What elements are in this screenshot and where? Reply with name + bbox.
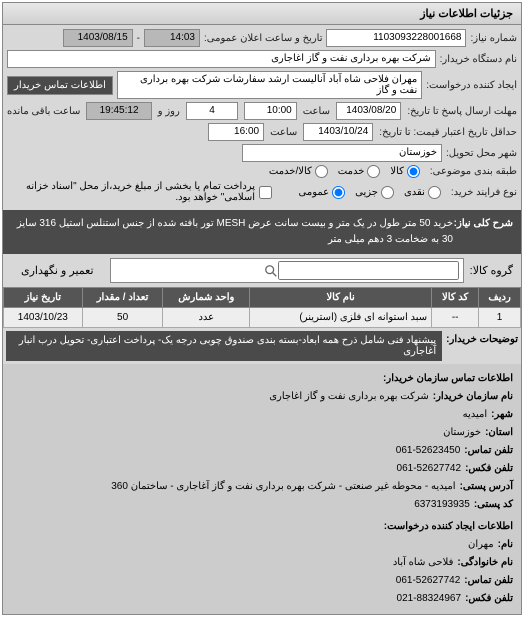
radio-open[interactable]: عمومی	[299, 186, 346, 199]
creator-title: اطلاعات ایجاد کننده درخواست:	[11, 518, 513, 536]
contact-title: اطلاعات تماس سازمان خریدار:	[11, 370, 513, 388]
radio-part[interactable]: جزیی	[355, 186, 394, 199]
addr-v: امیدیه - محوطه غیر صنعتی - شرکت بهره برد…	[111, 478, 455, 496]
radio-open-label: عمومی	[299, 187, 330, 198]
need-details-panel: جزئیات اطلاعات نیاز شماره نیاز: 11030932…	[2, 2, 522, 615]
cell-name: سبد استوانه ای فلزی (استرینر)	[250, 308, 432, 328]
price-hist-label: حداقل تاریخ اعتبار قیمت: تا تاریخ:	[379, 127, 517, 138]
remain-time: 19:45:12	[86, 102, 151, 120]
fam-k: نام خانوادگی:	[457, 554, 513, 572]
deadline-date: 1403/08/20	[336, 102, 401, 120]
city-v: امیدیه	[463, 406, 488, 424]
deadline-label: مهلت ارسال پاسخ تا تاریخ:	[407, 106, 517, 117]
org-k: نام سازمان خریدار:	[433, 388, 513, 406]
group-search-box[interactable]	[110, 258, 464, 283]
pay-type-label: نوع فرایند خرید:	[451, 187, 517, 198]
radio-cash-label: نقدی	[404, 187, 425, 198]
radio-cash[interactable]: نقدی	[404, 186, 441, 199]
cell-idx: 1	[479, 308, 521, 328]
table-row[interactable]: 1 -- سبد استوانه ای فلزی (استرینر) عدد 5…	[4, 308, 521, 328]
desc-label: شرح کلی نیاز:	[461, 216, 513, 248]
need-no-label: شماره نیاز:	[470, 33, 517, 44]
col-row: ردیف	[479, 288, 521, 308]
deadline-time: 10:00	[244, 102, 296, 120]
group-value: تعمیر و نگهداری	[11, 261, 104, 280]
name-v: مهران	[468, 536, 494, 554]
deliver-city-label: شهر محل تحویل:	[446, 148, 517, 159]
fax-k: تلفن فکس:	[465, 460, 513, 478]
col-code: کد کالا	[432, 288, 479, 308]
cfax-v: 021-88324967	[397, 590, 462, 608]
ctel-k: تلفن تماس:	[464, 572, 513, 590]
saat2: ساعت	[270, 127, 297, 138]
remarks-label: توضیحات خریدار:	[446, 331, 518, 361]
cell-code: --	[432, 308, 479, 328]
fax-v: 061-52627742	[397, 460, 462, 478]
rooz-label: روز و	[158, 106, 180, 117]
tel-v: 061-52623450	[396, 442, 461, 460]
ctel-v: 061-52627742	[396, 572, 461, 590]
prov-k: استان:	[485, 424, 513, 442]
group-row: گروه کالا: تعمیر و نگهداری	[3, 254, 521, 287]
announce-date: 1403/08/15	[63, 29, 133, 47]
saat1: ساعت	[303, 106, 330, 117]
table-header-row: ردیف کد کالا نام کالا واحد شمارش تعداد /…	[4, 288, 521, 308]
creator-field: مهران فلاحی شاه آباد آنالیست ارشد سفارشا…	[117, 71, 422, 99]
contact-block: اطلاعات تماس سازمان خریدار: نام سازمان خ…	[3, 364, 521, 614]
description-band: شرح کلی نیاز: خرید 50 متر طول در یک متر …	[3, 210, 521, 254]
deliver-city: خوزستان	[242, 144, 442, 162]
dash: -	[137, 33, 140, 44]
buyer-org-field: شرکت بهره برداری نفت و گاز اغاجاری	[7, 50, 436, 68]
org-v: شرکت بهره برداری نفت و گاز اغاجاری	[269, 388, 429, 406]
radio-both[interactable]: کالا/خدمت	[269, 165, 328, 178]
form-area: شماره نیاز: 1103093228001668 تاریخ و ساع…	[3, 25, 521, 210]
announce-time: 14:03	[144, 29, 200, 47]
tel-k: تلفن تماس:	[464, 442, 513, 460]
post-k: کد پستی:	[474, 496, 513, 514]
group-search-input[interactable]	[278, 261, 459, 280]
treasury-note: پرداخت تمام یا بخشی از مبلغ خرید،از محل …	[7, 181, 255, 203]
desc-text: خرید 50 متر طول در یک متر و بیست سانت عر…	[11, 216, 453, 248]
radio-goods[interactable]: کالا	[390, 165, 420, 178]
name-k: نام:	[498, 536, 513, 554]
remain-label: ساعت باقی مانده	[7, 106, 80, 117]
cell-date: 1403/10/23	[4, 308, 83, 328]
col-name: نام کالا	[250, 288, 432, 308]
radio-goods-label: کالا	[390, 166, 404, 177]
cell-qty: 50	[82, 308, 163, 328]
creator-label: ایجاد کننده درخواست:	[426, 80, 517, 91]
addr-k: آدرس پستی:	[460, 478, 513, 496]
search-icon[interactable]	[264, 264, 278, 278]
price-hist-date: 1403/10/24	[303, 123, 373, 141]
radio-part-label: جزیی	[355, 187, 378, 198]
radio-service-label: خدمت	[338, 166, 365, 177]
col-date: تاریخ نیاز	[4, 288, 83, 308]
city-k: شهر:	[491, 406, 513, 424]
buyer-org-label: نام دستگاه خریدار:	[440, 54, 517, 65]
price-hist-time: 16:00	[208, 123, 264, 141]
panel-title: جزئیات اطلاعات نیاز	[3, 3, 521, 25]
need-no-field: 1103093228001668	[326, 29, 466, 47]
items-table: ردیف کد کالا نام کالا واحد شمارش تعداد /…	[3, 287, 521, 328]
cfax-k: تلفن فکس:	[465, 590, 513, 608]
post-v: 6373193935	[414, 496, 470, 514]
fam-v: فلاحی شاه آباد	[393, 554, 454, 572]
radio-both-label: کالا/خدمت	[269, 166, 312, 177]
remarks-text: پیشنهاد فنی شامل ذرح همه ابعاد-بسته بندی…	[6, 331, 442, 361]
days-left: 4	[186, 102, 238, 120]
col-qty: تعداد / مقدار	[82, 288, 163, 308]
buyer-remarks: توضیحات خریدار: پیشنهاد فنی شامل ذرح همه…	[3, 328, 521, 364]
col-unit: واحد شمارش	[163, 288, 250, 308]
prov-v: خوزستان	[443, 424, 481, 442]
radio-service[interactable]: خدمت	[338, 165, 381, 178]
group-label: گروه کالا:	[470, 264, 513, 277]
group-type-label: طبقه بندی موضوعی:	[430, 166, 517, 177]
announce-label: تاریخ و ساعت اعلان عمومی:	[204, 33, 323, 44]
treasury-check[interactable]	[259, 186, 272, 199]
cell-unit: عدد	[163, 308, 250, 328]
buyer-contact-button[interactable]: اطلاعات تماس خریدار	[7, 76, 113, 95]
